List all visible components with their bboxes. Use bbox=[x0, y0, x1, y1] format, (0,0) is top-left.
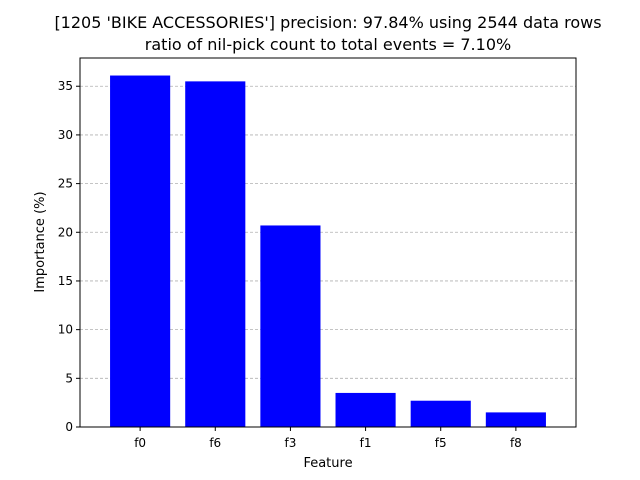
y-tick-label: 15 bbox=[58, 274, 73, 288]
plot-frame bbox=[79, 57, 577, 428]
chart-title-line-1: [1205 'BIKE ACCESSORIES'] precision: 97.… bbox=[54, 13, 601, 32]
bar-f1 bbox=[335, 392, 396, 427]
y-tick-label: 0 bbox=[65, 420, 73, 434]
bar-f8 bbox=[485, 412, 546, 427]
y-tick-label: 25 bbox=[58, 177, 73, 191]
x-tick-label: f0 bbox=[134, 436, 146, 450]
y-tick-label: 20 bbox=[58, 225, 73, 239]
y-tick-label: 35 bbox=[58, 79, 73, 93]
bar-f0 bbox=[110, 75, 171, 428]
bar-f5 bbox=[410, 400, 471, 427]
bars bbox=[110, 75, 546, 428]
x-tick-label: f5 bbox=[435, 436, 447, 450]
bar-f6 bbox=[185, 81, 246, 427]
x-tick-label: f3 bbox=[284, 436, 296, 450]
y-tick-label: 10 bbox=[58, 323, 73, 337]
x-tick-label: f8 bbox=[510, 436, 522, 450]
bar-f3 bbox=[260, 225, 321, 427]
x-axis-ticks: f0 f6 f3 f1 f5 f8 bbox=[134, 427, 522, 450]
y-axis-label: Importance (%) bbox=[33, 191, 48, 292]
x-tick-label: f1 bbox=[360, 436, 372, 450]
y-tick-label: 5 bbox=[65, 371, 73, 385]
chart-title-line-2: ratio of nil-pick count to total events … bbox=[145, 35, 511, 54]
y-tick-label: 30 bbox=[58, 128, 73, 142]
y-axis-ticks: 0 5 10 15 20 25 30 35 bbox=[58, 79, 80, 434]
x-axis-label: Feature bbox=[303, 456, 352, 471]
x-tick-label: f6 bbox=[209, 436, 221, 450]
